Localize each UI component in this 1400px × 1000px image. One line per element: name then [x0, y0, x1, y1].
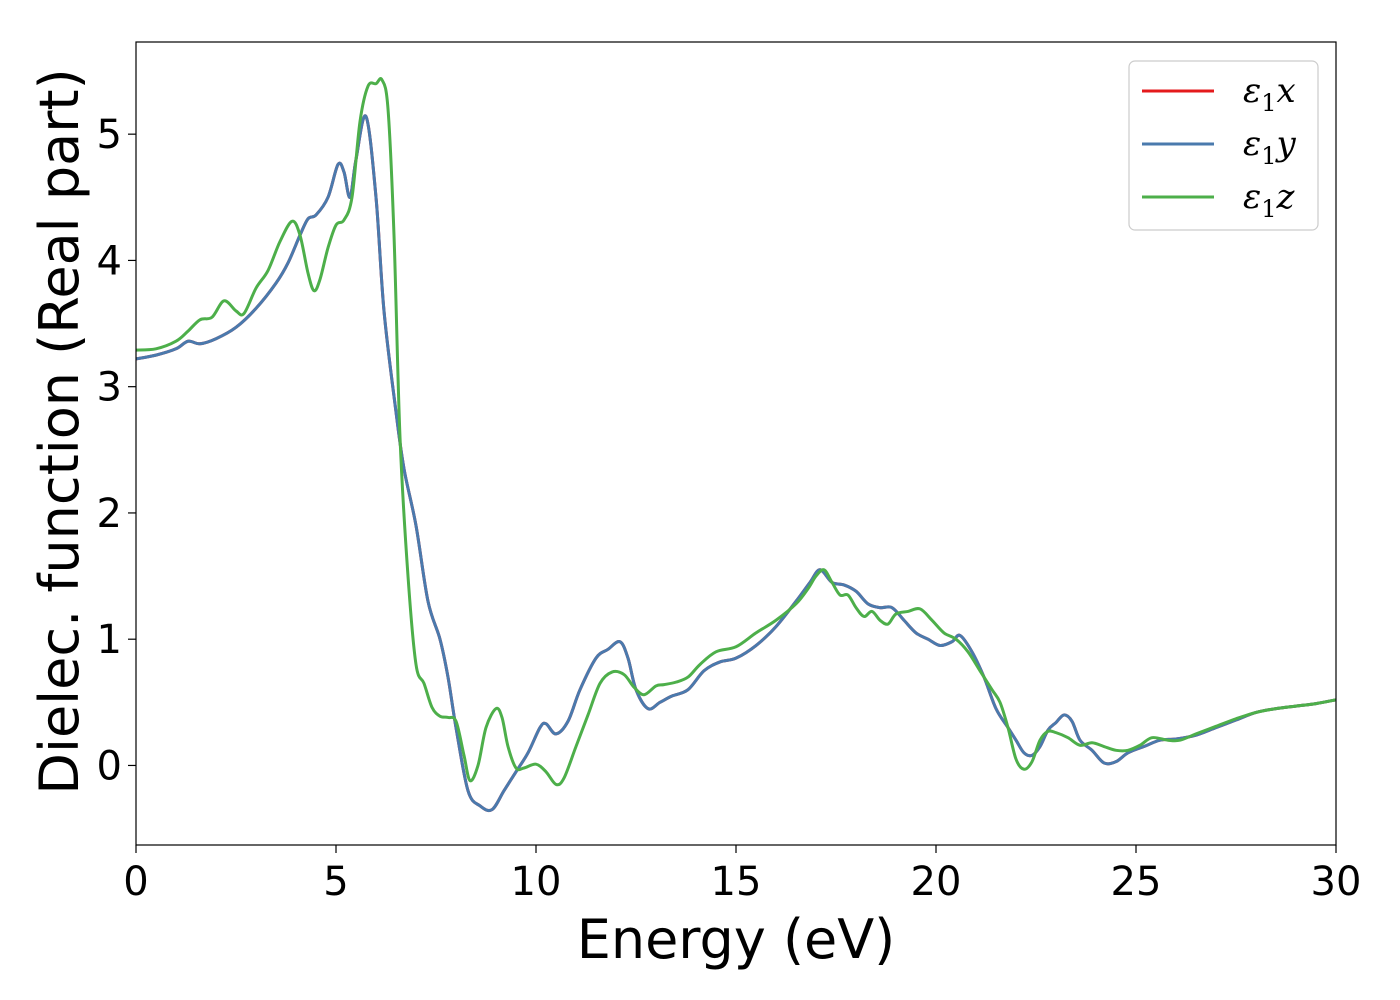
legend-label-base: ε	[1243, 71, 1261, 111]
x-axis-title: Energy (eV)	[577, 908, 896, 971]
y-tick-label: 0	[97, 743, 122, 789]
legend-label-epsilon1-x: ε1x	[1243, 71, 1296, 117]
legend-label-variable: z	[1276, 177, 1296, 217]
series-line-epsilon1-y	[136, 114, 1336, 813]
legend-label-base: ε	[1243, 177, 1261, 217]
legend-label-subscript: 1	[1261, 195, 1276, 223]
x-tick-label: 0	[123, 859, 148, 905]
y-tick-label: 4	[97, 238, 122, 284]
y-tick-label: 2	[97, 491, 122, 537]
y-tick-label: 5	[97, 112, 122, 158]
series-line-epsilon1-z	[136, 77, 1336, 787]
y-tick-label: 3	[97, 365, 122, 411]
legend-label-variable: x	[1277, 71, 1296, 111]
ticks-layer: 0 5 10 15 20 25 30 0 1 2 3 4 5	[97, 112, 1362, 905]
legend-label-base: ε	[1243, 124, 1261, 164]
x-tick-label: 5	[323, 859, 348, 905]
legend-label-epsilon1-z: ε1z	[1243, 177, 1296, 223]
x-tick-label: 15	[711, 859, 762, 905]
legend-label-epsilon1-y: ε1y	[1243, 124, 1297, 170]
y-tick-label: 1	[97, 617, 122, 663]
legend-label-variable: y	[1275, 124, 1297, 164]
x-tick-label: 30	[1311, 859, 1362, 905]
legend-label-subscript: 1	[1261, 89, 1276, 117]
x-tick-label: 10	[511, 859, 562, 905]
x-tick-label: 25	[1111, 859, 1162, 905]
y-axis-title: Dielec. function (Real part)	[28, 68, 91, 794]
x-tick-label: 20	[911, 859, 962, 905]
legend-label-subscript: 1	[1261, 142, 1276, 170]
series-layer	[136, 77, 1336, 813]
legend-box	[1128, 60, 1319, 231]
